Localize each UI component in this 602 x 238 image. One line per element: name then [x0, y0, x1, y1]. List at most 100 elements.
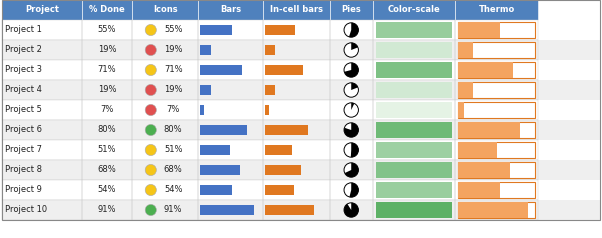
- Text: Project 3: Project 3: [5, 65, 42, 74]
- Text: Pies: Pies: [341, 5, 361, 15]
- Bar: [200, 165, 240, 175]
- Bar: [376, 142, 452, 158]
- Bar: [200, 185, 232, 195]
- Bar: [265, 205, 314, 215]
- Bar: [373, 200, 455, 220]
- Circle shape: [344, 163, 358, 177]
- Bar: [455, 40, 538, 60]
- Bar: [458, 182, 500, 198]
- Bar: [200, 105, 204, 115]
- Bar: [263, 20, 330, 40]
- Bar: [458, 42, 535, 58]
- Bar: [265, 145, 293, 155]
- Bar: [458, 62, 535, 78]
- Bar: [81, 180, 132, 200]
- Text: 51%: 51%: [98, 145, 116, 154]
- Bar: [200, 45, 211, 55]
- Bar: [376, 42, 452, 58]
- Bar: [2, 40, 81, 60]
- Bar: [373, 0, 455, 20]
- Text: Project 4: Project 4: [5, 85, 42, 94]
- Bar: [373, 160, 455, 180]
- Bar: [198, 140, 263, 160]
- Bar: [376, 162, 452, 178]
- Text: 55%: 55%: [164, 25, 182, 35]
- Bar: [2, 100, 600, 120]
- Bar: [330, 140, 373, 160]
- Bar: [132, 20, 198, 40]
- Circle shape: [145, 184, 157, 196]
- Bar: [455, 160, 538, 180]
- Circle shape: [344, 103, 358, 117]
- Circle shape: [145, 124, 157, 136]
- Bar: [2, 20, 600, 40]
- Bar: [373, 80, 455, 100]
- Bar: [132, 140, 198, 160]
- Bar: [263, 200, 330, 220]
- Bar: [458, 142, 535, 158]
- Bar: [455, 180, 538, 200]
- Bar: [81, 100, 132, 120]
- Bar: [200, 25, 232, 35]
- Text: 80%: 80%: [164, 125, 182, 134]
- Bar: [458, 102, 535, 118]
- Bar: [2, 60, 81, 80]
- Bar: [330, 40, 373, 60]
- Bar: [330, 120, 373, 140]
- Bar: [458, 202, 535, 218]
- Bar: [2, 200, 600, 220]
- Bar: [263, 180, 330, 200]
- Bar: [265, 65, 303, 75]
- Bar: [132, 100, 198, 120]
- Bar: [376, 182, 452, 198]
- Bar: [376, 122, 452, 138]
- Bar: [132, 0, 198, 20]
- Bar: [373, 180, 455, 200]
- Bar: [458, 202, 528, 218]
- Bar: [198, 180, 263, 200]
- Bar: [2, 0, 81, 20]
- Bar: [132, 80, 198, 100]
- Bar: [263, 140, 330, 160]
- Wedge shape: [351, 43, 358, 50]
- Bar: [455, 100, 538, 120]
- Text: Project 8: Project 8: [5, 165, 42, 174]
- Bar: [458, 82, 535, 98]
- Bar: [198, 200, 263, 220]
- Circle shape: [344, 23, 358, 37]
- Bar: [458, 162, 535, 178]
- Circle shape: [344, 83, 358, 97]
- Bar: [2, 80, 81, 100]
- Text: % Done: % Done: [89, 5, 125, 15]
- Bar: [198, 160, 263, 180]
- Bar: [2, 120, 600, 140]
- Text: 80%: 80%: [98, 125, 116, 134]
- Bar: [198, 40, 263, 60]
- Bar: [2, 60, 600, 80]
- Bar: [330, 180, 373, 200]
- Text: Project 1: Project 1: [5, 25, 42, 35]
- Bar: [458, 82, 473, 98]
- Text: Project 9: Project 9: [5, 185, 42, 194]
- Bar: [455, 140, 538, 160]
- Circle shape: [145, 104, 157, 116]
- Circle shape: [145, 64, 157, 76]
- Text: 91%: 91%: [164, 205, 182, 214]
- Circle shape: [344, 43, 358, 57]
- Bar: [373, 100, 455, 120]
- Bar: [200, 145, 230, 155]
- Bar: [200, 205, 253, 215]
- Text: 71%: 71%: [164, 65, 182, 74]
- Bar: [455, 20, 538, 40]
- Wedge shape: [345, 163, 358, 177]
- Bar: [2, 180, 600, 200]
- Text: Project 6: Project 6: [5, 125, 42, 134]
- Bar: [2, 100, 81, 120]
- Bar: [132, 120, 198, 140]
- Bar: [81, 60, 132, 80]
- Bar: [330, 100, 373, 120]
- Text: 7%: 7%: [101, 105, 114, 114]
- Text: In-cell bars: In-cell bars: [270, 5, 323, 15]
- Circle shape: [145, 144, 157, 156]
- Bar: [2, 180, 81, 200]
